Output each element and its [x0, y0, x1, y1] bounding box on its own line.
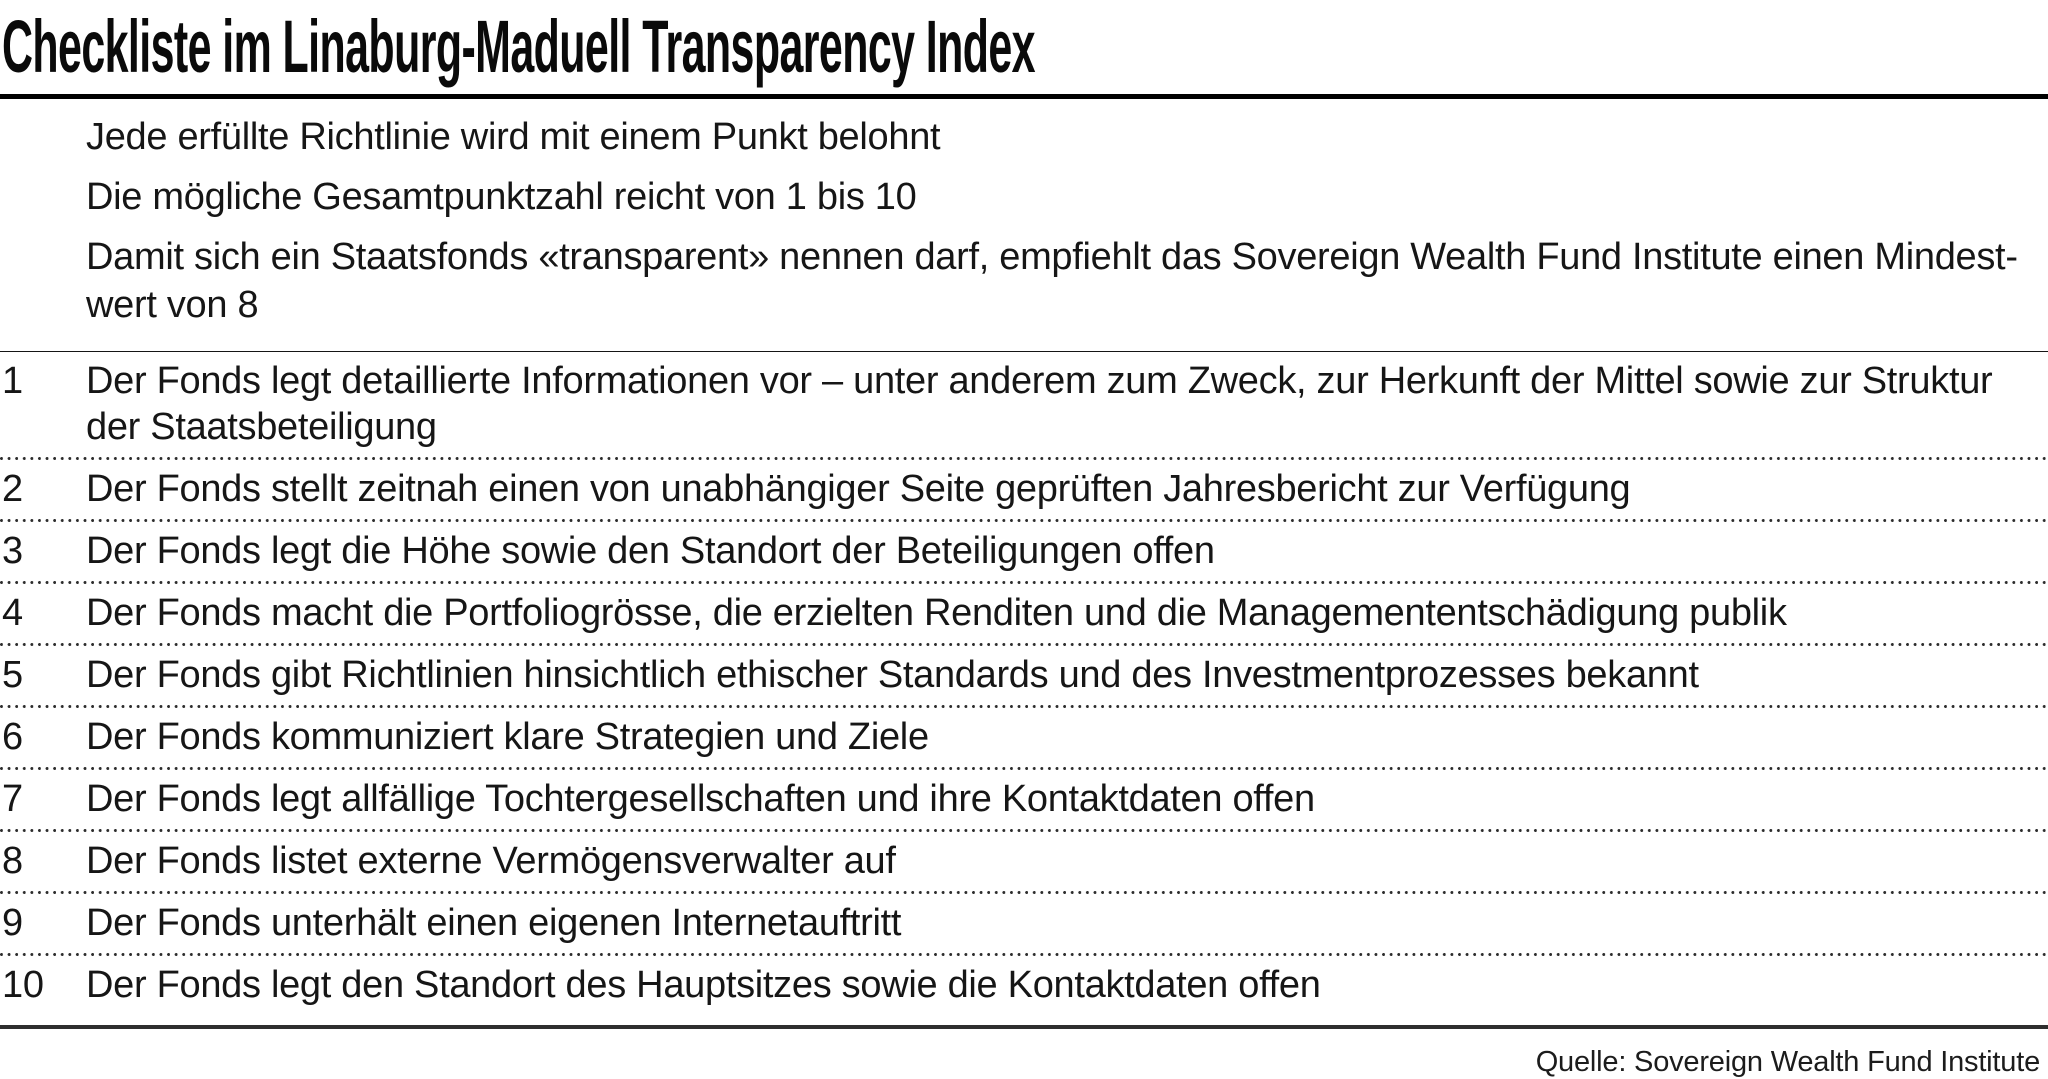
row-number: 7: [2, 778, 23, 821]
checklist-row: 3 Der Fonds legt die Höhe sowie den Stan…: [0, 522, 2048, 581]
row-separator: [0, 953, 2048, 957]
row-number: 2: [2, 468, 23, 511]
intro-item: Die mögliche Gesamtpunktzahl reicht von …: [86, 175, 917, 218]
row-separator: [0, 767, 2048, 771]
row-separator: [0, 519, 2048, 523]
row-separator: [0, 705, 2048, 709]
row-number: 6: [2, 716, 23, 759]
intro-item: Damit sich ein Staatsfonds «transparent»…: [86, 235, 2018, 326]
row-text: Der Fonds gibt Richtlinien hinsichtlich …: [86, 654, 1699, 697]
source-note: Quelle: Sovereign Wealth Fund Institute: [1535, 1046, 2040, 1078]
checklist-row: 8 Der Fonds listet externe Vermögensverw…: [0, 832, 2048, 891]
checklist-row: 10 Der Fonds legt den Standort des Haupt…: [0, 956, 2048, 1015]
checklist: 1 Der Fonds legt detaillierte Informatio…: [0, 352, 2048, 1015]
row-separator: [0, 581, 2048, 585]
row-number: 1: [2, 360, 23, 403]
intro-item: Jede erfüllte Richtlinie wird mit einem …: [86, 115, 941, 158]
row-text: Der Fonds macht die Portfoliogrösse, die…: [86, 592, 1787, 635]
row-text: Der Fonds legt allfällige Tochtergesells…: [86, 778, 1315, 821]
row-separator: [0, 457, 2048, 461]
table-end-rule: [0, 1025, 2048, 1029]
row-separator: [0, 829, 2048, 833]
row-text: Der Fonds legt die Höhe sowie den Stando…: [86, 530, 1215, 573]
checklist-row: 7 Der Fonds legt allfällige Tochtergesel…: [0, 770, 2048, 829]
row-number: 4: [2, 592, 23, 635]
intro-separator-rule: [0, 350, 2048, 353]
row-text: Der Fonds unterhält einen eigenen Intern…: [86, 902, 902, 945]
title-rule: [0, 94, 2048, 99]
checklist-row: 2 Der Fonds stellt zeitnah einen von una…: [0, 460, 2048, 519]
checklist-row: 6 Der Fonds kommuniziert klare Strategie…: [0, 708, 2048, 767]
row-number: 5: [2, 654, 23, 697]
row-number: 8: [2, 840, 23, 883]
row-separator: [0, 891, 2048, 895]
row-separator: [0, 643, 2048, 647]
checklist-row: 4 Der Fonds macht die Portfoliogrösse, d…: [0, 584, 2048, 643]
page-title: Checkliste im Linaburg-Maduell Transpare…: [2, 5, 1036, 88]
checklist-row: 5 Der Fonds gibt Richtlinien hinsichtlic…: [0, 646, 2048, 705]
row-number: 3: [2, 530, 23, 573]
row-text: Der Fonds legt detaillierte Informatione…: [86, 360, 1993, 449]
row-text: Der Fonds listet externe Vermögensverwal…: [86, 840, 896, 883]
intro-section: Jede erfüllte Richtlinie wird mit einem …: [0, 99, 2048, 351]
checklist-row: 1 Der Fonds legt detaillierte Informatio…: [0, 352, 2048, 457]
row-text: Der Fonds legt den Standort des Hauptsit…: [86, 964, 1321, 1007]
row-text: Der Fonds kommuniziert klare Strategien …: [86, 716, 929, 759]
checklist-row: 9 Der Fonds unterhält einen eigenen Inte…: [0, 894, 2048, 953]
row-text: Der Fonds stellt zeitnah einen von unabh…: [86, 468, 1631, 511]
row-number: 9: [2, 902, 23, 945]
row-number: 10: [2, 964, 44, 1007]
